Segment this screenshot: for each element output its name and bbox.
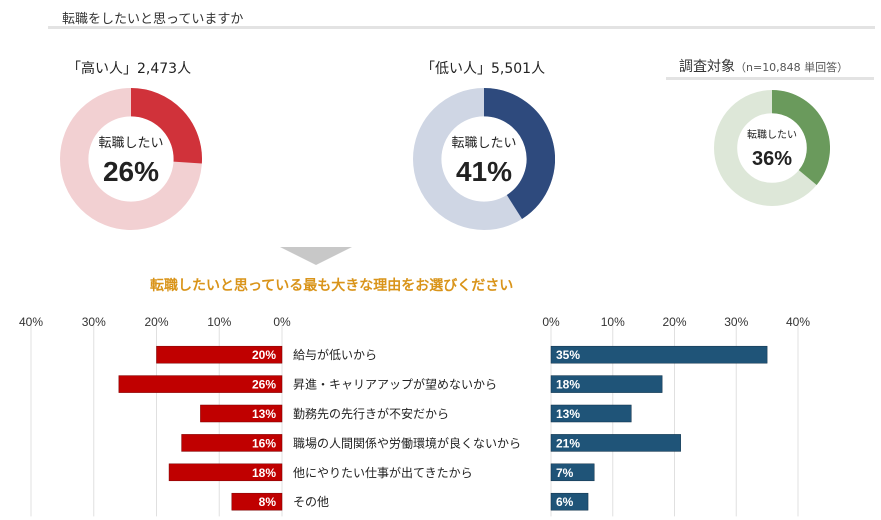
survey-target-title: 調査対象 [679, 59, 735, 75]
category-label: 勤務先の先行きが不安だから [293, 406, 449, 421]
category-label: 職場の人間関係や労働環境が良くないから [293, 435, 521, 450]
down-arrow-icon [280, 247, 352, 265]
donut-chart-high: 転職したい 26% [60, 88, 202, 230]
right-tick-label: 20% [662, 315, 686, 329]
right-bar [550, 463, 595, 482]
left-bar-label: 20% [252, 348, 276, 362]
category-label: その他 [293, 495, 329, 509]
question-title: 転職したいと思っている最も大きな理由をお選びください [150, 278, 514, 294]
donut-value-high: 26% [103, 156, 159, 187]
right-bar-label: 18% [556, 378, 580, 392]
donut-value-total: 36% [752, 148, 792, 170]
left-tick-label: 10% [207, 315, 231, 329]
category-label: 給与が低いから [293, 347, 377, 362]
left-bar [156, 345, 283, 364]
left-tick-label: 0% [273, 315, 291, 329]
right-bar-label: 13% [556, 407, 580, 421]
category-label: 昇進・キャリアアップが望めないから [293, 377, 497, 392]
category-label: 他にやりたい仕事が出てきたから [293, 465, 473, 480]
right-tick-label: 40% [786, 315, 810, 329]
right-bar [550, 434, 681, 452]
donut-center-label-total: 転職したい [747, 129, 797, 141]
right-bar-label: 7% [556, 466, 574, 480]
right-bar-label: 35% [556, 348, 580, 362]
left-tick-label: 20% [144, 315, 168, 329]
header-divider [48, 26, 875, 29]
donut-slice-low [483, 88, 555, 219]
right-bar [550, 404, 632, 423]
survey-target-note: （n=10,848 単回答） [735, 61, 849, 74]
right-tick-label: 10% [601, 315, 625, 329]
right-bar-label: 21% [556, 436, 580, 450]
left-tick-label: 30% [82, 315, 106, 329]
right-tick-label: 30% [724, 315, 748, 329]
left-bar [181, 434, 283, 452]
left-bar [118, 375, 283, 393]
low-group-label: 「低い人」5,501人 [421, 61, 546, 77]
donut-chart-low: 転職したい 41% [413, 88, 555, 230]
donut-slice-high [130, 88, 202, 164]
left-bar-label: 26% [252, 378, 276, 392]
page-title: 転職をしたいと思っていますか [62, 12, 244, 27]
donut-center-label-high: 転職したい [98, 136, 163, 151]
donut-value-low: 41% [456, 156, 512, 187]
high-group-label: 「高い人」2,473人 [67, 61, 192, 77]
left-bar [231, 492, 283, 511]
right-bar-label: 6% [556, 495, 574, 509]
left-bar-label: 18% [252, 466, 276, 480]
left-tick-label: 40% [19, 315, 43, 329]
left-bar [200, 404, 283, 423]
survey-target-label: 調査対象（n=10,848 単回答） [679, 56, 848, 76]
donut-chart-total: 転職したい 36% [714, 90, 830, 206]
left-bar-label: 16% [252, 436, 276, 450]
survey-target-divider [666, 77, 874, 80]
donut-center-label-low: 転職したい [451, 136, 516, 151]
right-tick-label: 0% [542, 315, 560, 329]
right-bar [550, 492, 589, 511]
left-bar-label: 13% [252, 407, 276, 421]
right-bar [550, 345, 768, 364]
left-bar [168, 463, 283, 482]
donut-slice-total [771, 90, 830, 185]
left-bar-label: 8% [259, 495, 277, 509]
right-bar [550, 375, 663, 393]
